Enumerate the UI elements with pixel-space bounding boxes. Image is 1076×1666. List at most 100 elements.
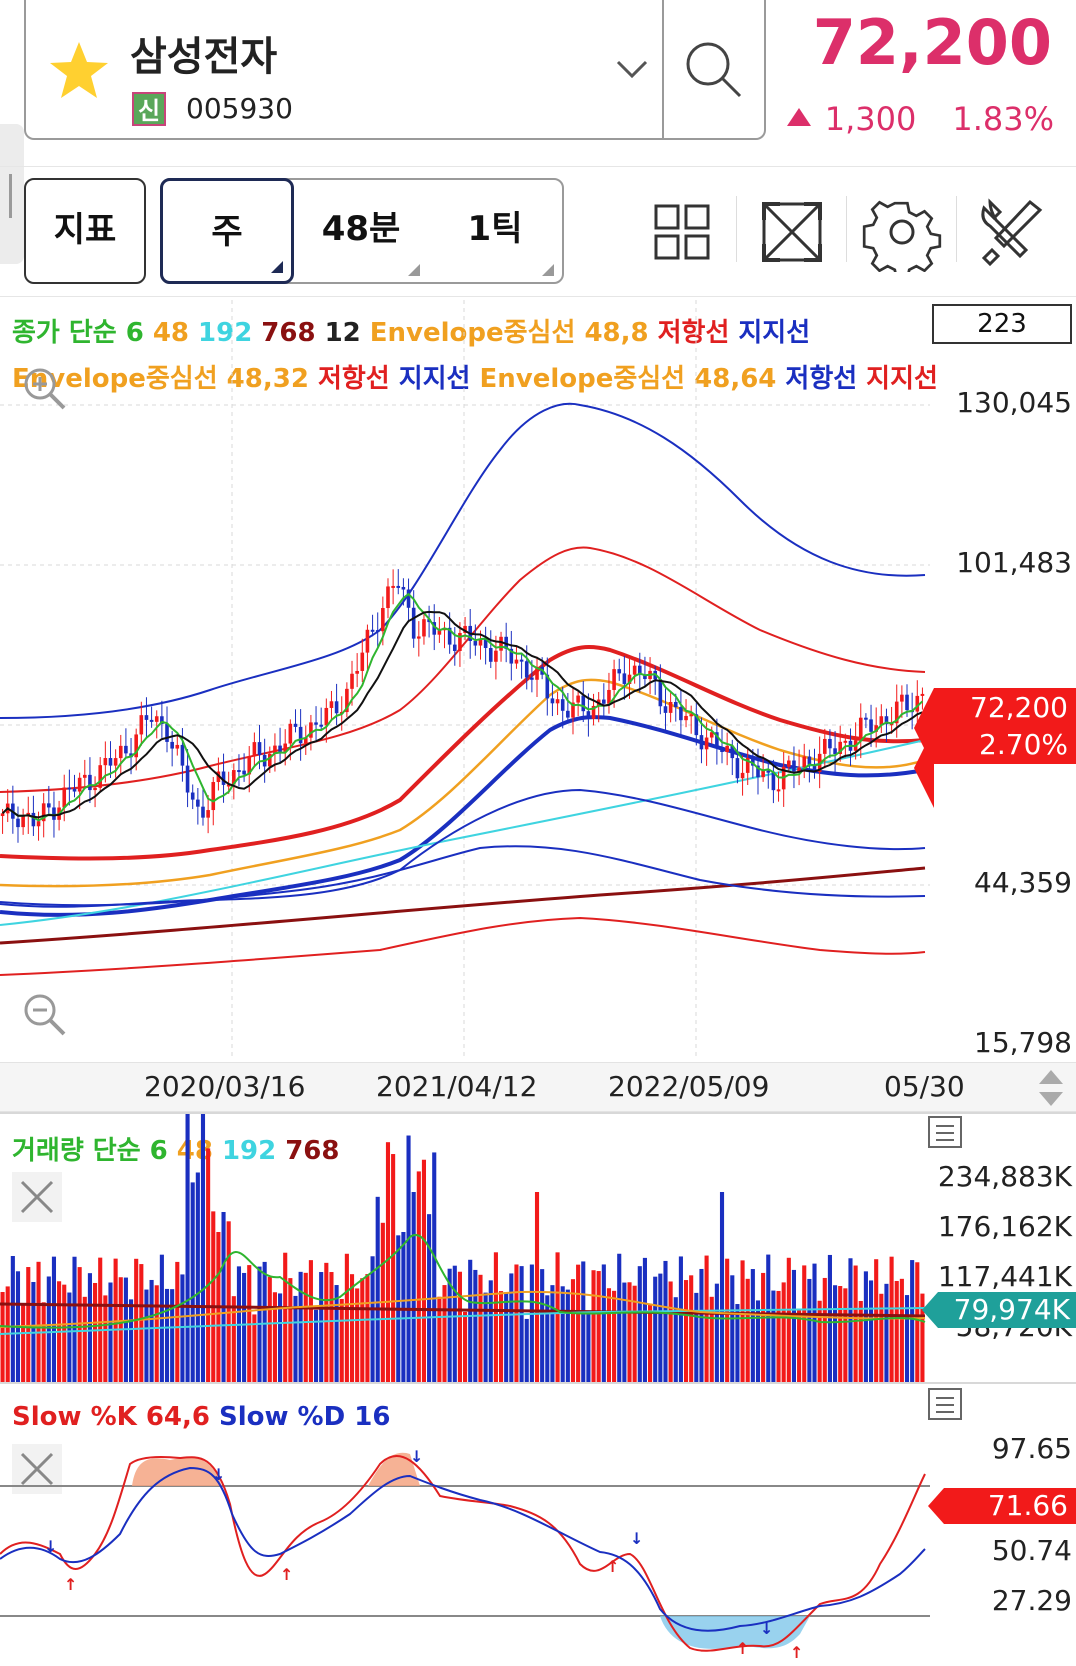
candle-body	[370, 629, 375, 632]
volume-bar	[468, 1259, 473, 1382]
candle-body	[365, 629, 370, 653]
volume-bar	[242, 1272, 247, 1382]
axis-scroll-arrows-icon[interactable]	[1036, 1068, 1066, 1108]
volume-bar	[904, 1295, 910, 1382]
volume-bar	[36, 1261, 41, 1382]
legend-item: Envelope중심선 48,8	[369, 318, 649, 348]
candle-body	[740, 772, 745, 779]
volume-bar	[853, 1265, 858, 1382]
fullscreen-icon[interactable]	[752, 192, 832, 272]
volume-bar	[349, 1274, 355, 1382]
candle-body	[52, 807, 56, 820]
favorite-star-icon[interactable]	[46, 38, 112, 104]
tab-period-minute[interactable]: 48분	[294, 178, 428, 284]
ma-6-line	[1, 592, 924, 822]
candle-body	[571, 702, 575, 718]
candle-body	[689, 714, 693, 717]
price-chart[interactable]	[0, 300, 930, 1060]
close-icon[interactable]	[12, 1172, 62, 1222]
candle-body	[422, 619, 426, 637]
side-drawer-handle[interactable]	[0, 124, 24, 264]
volume-bar	[411, 1192, 416, 1382]
volume-chart[interactable]	[0, 1112, 930, 1382]
envelope-32-resistance-line	[0, 546, 926, 793]
candle-body	[607, 689, 611, 704]
candle-body	[864, 717, 868, 720]
tab-period-tick[interactable]: 1틱	[428, 178, 562, 284]
tab-period-week[interactable]: 주	[160, 178, 294, 284]
x-axis[interactable]	[0, 1062, 1076, 1112]
legend-item: 거래량 단순	[12, 1136, 141, 1166]
volume-bar	[432, 1152, 437, 1382]
volume-bar	[838, 1286, 843, 1382]
volume-bar	[421, 1159, 427, 1382]
candle-body	[663, 706, 668, 713]
divider	[956, 196, 957, 262]
legend-item: 48	[152, 318, 190, 348]
candle-body	[473, 640, 478, 646]
candle-body	[509, 648, 514, 664]
menu-icon[interactable]	[928, 1388, 962, 1420]
chevron-down-icon[interactable]	[612, 48, 652, 88]
candle-body	[458, 632, 462, 651]
volume-bar	[365, 1274, 370, 1382]
stochastic-legend[interactable]: Slow %K 64,6 Slow %D 16	[12, 1402, 399, 1432]
legend-item: 12	[324, 318, 361, 348]
visible-count-box[interactable]: 223	[932, 304, 1072, 344]
stock-selector[interactable]: 삼성전자 신 005930	[24, 0, 766, 140]
y-axis-label: 130,045	[956, 386, 1072, 419]
volume-bar	[632, 1285, 637, 1382]
volume-bar	[591, 1270, 596, 1382]
volume-bar	[72, 1256, 77, 1382]
tools-icon[interactable]	[972, 192, 1052, 272]
volume-bar	[406, 1135, 411, 1382]
main-legend-line-2[interactable]: Envelope중심선 48,32 저항선 지지선 Envelope중심선 48,64…	[12, 358, 947, 395]
volume-bar	[843, 1288, 848, 1382]
legend-item: 192	[221, 1136, 277, 1166]
signal-arrows: ↓ ↑ ↓ ↑ ↓ ↑ ↓ ↑ ↓ ↑	[44, 1447, 803, 1662]
period-selector: 주 48분 1틱	[160, 178, 564, 284]
volume-bar	[704, 1255, 709, 1382]
volume-bar	[915, 1262, 920, 1382]
candle-body	[47, 803, 51, 808]
volume-bar	[874, 1259, 879, 1382]
candle-body	[900, 694, 904, 702]
candle-body	[237, 770, 241, 773]
volume-bar	[642, 1257, 647, 1382]
volume-bar	[519, 1266, 524, 1382]
volume-bar	[863, 1271, 868, 1382]
candle-body	[684, 715, 688, 721]
gear-icon[interactable]	[862, 192, 942, 272]
x-axis-label: 2020/03/16	[144, 1070, 306, 1103]
volume-bar	[334, 1285, 339, 1382]
layout-grid-icon[interactable]	[642, 192, 722, 272]
candle-body	[206, 810, 210, 818]
menu-icon[interactable]	[928, 1116, 962, 1148]
zoom-in-icon[interactable]	[20, 364, 70, 414]
legend-item: 지지선	[866, 364, 938, 394]
candle-body	[905, 694, 909, 711]
search-button[interactable]	[666, 0, 766, 140]
volume-bar	[894, 1280, 899, 1382]
candle-body	[555, 699, 560, 704]
candle-body	[576, 695, 580, 703]
candle-body	[632, 665, 637, 675]
volume-bar	[77, 1267, 82, 1382]
candle-body	[226, 784, 231, 787]
candle-body	[31, 812, 36, 827]
candlesticks	[0, 569, 925, 843]
volume-bar	[797, 1308, 802, 1382]
volume-bar	[504, 1292, 509, 1382]
main-legend-line-1[interactable]: 종가 단순 6 48 192 768 12 Envelope중심선 48,8 저항선 지지선	[12, 312, 819, 349]
volume-bar	[339, 1298, 344, 1382]
indicator-button[interactable]: 지표	[24, 178, 146, 284]
volume-bar	[689, 1275, 694, 1382]
volume-bar	[67, 1292, 72, 1382]
legend-item: 6	[125, 318, 144, 348]
envelope-center-line	[0, 678, 926, 888]
zoom-out-icon[interactable]	[20, 990, 70, 1040]
stochastic-chart[interactable]: ↓ ↑ ↓ ↑ ↓ ↑ ↓ ↑ ↓ ↑	[0, 1384, 930, 1666]
candle-body	[381, 608, 385, 632]
candle-body	[108, 758, 113, 766]
candle-body	[658, 679, 663, 707]
